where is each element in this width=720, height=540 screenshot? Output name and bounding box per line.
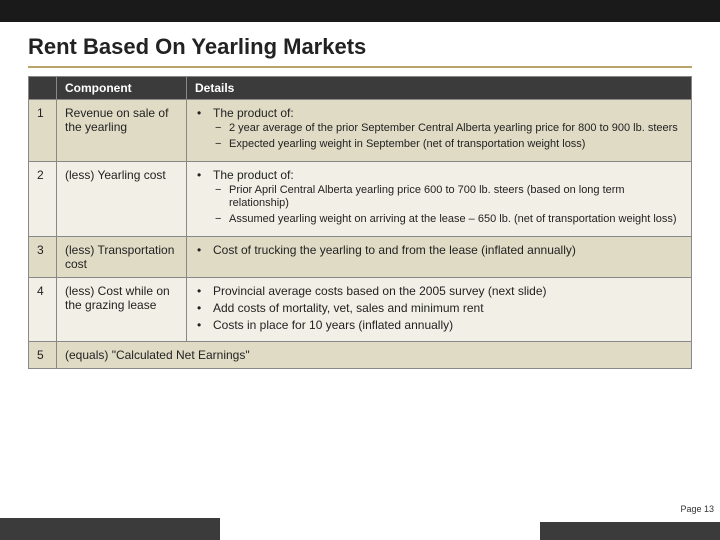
detail-sub-bullet: Prior April Central Alberta yearling pri… [213, 184, 683, 212]
row-component: Revenue on sale of the yearling [57, 100, 187, 162]
row-number: 3 [29, 236, 57, 277]
row-details: Provincial average costs based on the 20… [187, 277, 692, 341]
detail-bullet: The product of:Prior April Central Alber… [195, 168, 683, 227]
row-number: 4 [29, 277, 57, 341]
table-row: 3(less) Transportation cost Cost of truck… [29, 236, 692, 277]
col-header-details: Details [187, 77, 692, 100]
detail-bullet: Costs in place for 10 years (inflated an… [195, 318, 683, 332]
row-number: 2 [29, 161, 57, 236]
row-number: 1 [29, 100, 57, 162]
table-row: 4(less) Cost while on the grazing lease P… [29, 277, 692, 341]
bottom-left-bar [0, 518, 220, 540]
row-number: 5 [29, 341, 57, 368]
col-header-blank [29, 77, 57, 100]
detail-bullet: Cost of trucking the yearling to and fro… [195, 243, 683, 257]
table-body: 1Revenue on sale of the yearlingThe prod… [29, 100, 692, 369]
bottom-right-bar [540, 522, 720, 540]
table-row: 2(less) Yearling costThe product of:Prio… [29, 161, 692, 236]
detail-sub-bullet: Expected yearling weight in September (n… [213, 138, 683, 152]
row-full-text: (equals) "Calculated Net Earnings" [57, 341, 692, 368]
table-row: 5(equals) "Calculated Net Earnings" [29, 341, 692, 368]
table-row: 1Revenue on sale of the yearlingThe prod… [29, 100, 692, 162]
detail-bullet: Add costs of mortality, vet, sales and m… [195, 301, 683, 315]
row-details: The product of:Prior April Central Alber… [187, 161, 692, 236]
detail-sub-bullet: 2 year average of the prior September Ce… [213, 122, 683, 136]
detail-bullet: Provincial average costs based on the 20… [195, 284, 683, 298]
detail-bullet: The product of:2 year average of the pri… [195, 106, 683, 152]
col-header-component: Component [57, 77, 187, 100]
row-component: (less) Transportation cost [57, 236, 187, 277]
detail-sub-bullet: Assumed yearling weight on arriving at t… [213, 213, 683, 227]
row-component: (less) Yearling cost [57, 161, 187, 236]
page-title: Rent Based On Yearling Markets [28, 30, 692, 68]
page-number: Page 13 [680, 504, 714, 514]
row-details: The product of:2 year average of the pri… [187, 100, 692, 162]
row-details: Cost of trucking the yearling to and fro… [187, 236, 692, 277]
top-bar [0, 0, 720, 22]
components-table: Component Details 1Revenue on sale of th… [28, 76, 692, 369]
row-component: (less) Cost while on the grazing lease [57, 277, 187, 341]
